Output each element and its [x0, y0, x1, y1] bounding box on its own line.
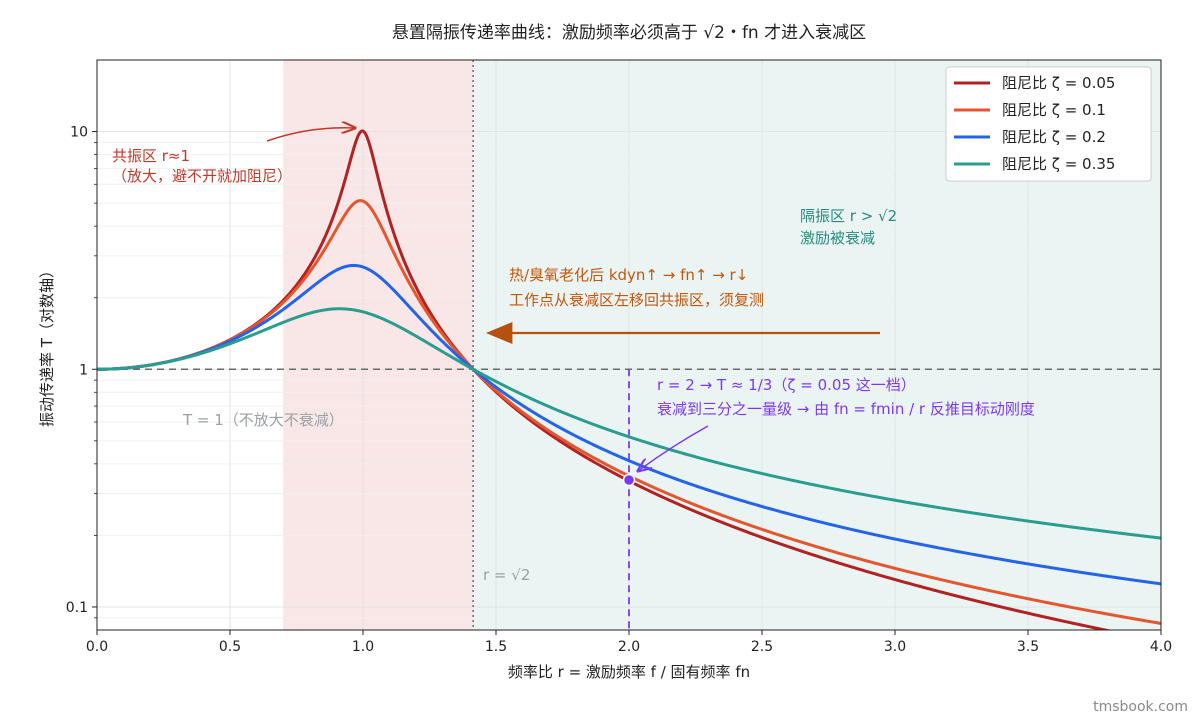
isolation-label-line1: 隔振区 r > √2 [800, 207, 897, 225]
y-tick-label: 1 [79, 362, 88, 378]
x-tick-label: 0.5 [219, 639, 241, 655]
resonance-arrow [266, 128, 355, 142]
x-axis-label: 频率比 r = 激励频率 f / 固有频率 fn [508, 663, 750, 681]
series-layer [97, 129, 1161, 630]
legend-box [945, 66, 1152, 182]
aging-label-line1: 热/臭氧老化后 kdyn↑ → fn↑ → r↓ [509, 266, 748, 284]
point-annotation: r = 2 → T ≈ 1/3（ζ = 0.05 这一档） 衰减到三分之一量级 … [638, 376, 1035, 471]
resonance-label-line1: 共振区 r≈1 [112, 147, 190, 165]
highlight-point [622, 473, 636, 487]
series-line-4 [97, 307, 1161, 540]
watermark: tmsbook.com [1093, 699, 1188, 715]
y-axis-label: 振动传递率 T（对数轴） [38, 263, 56, 427]
x-tick-label: 2.0 [618, 639, 640, 655]
resonance-annotation: 共振区 r≈1 （放大，避不开就加阻尼） [112, 128, 355, 185]
isolation-annotation: 隔振区 r > √2 激励被衰减 [800, 207, 897, 247]
resonance-label-line2: （放大，避不开就加阻尼） [112, 167, 292, 185]
legend-label: 阻尼比 ζ = 0.35 [1002, 155, 1115, 173]
y-tick-label: 0.1 [66, 600, 88, 616]
x-tick-label: 3.5 [1017, 639, 1039, 655]
legend-label: 阻尼比 ζ = 0.2 [1002, 128, 1106, 146]
chart-title: 悬置隔振传递率曲线：激励频率必须高于 √2・fn 才进入衰减区 [392, 23, 866, 43]
aging-annotation: 热/臭氧老化后 kdyn↑ → fn↑ → r↓ 工作点从衰减区左移回共振区，须… [486, 266, 880, 344]
y-tick-label: 10 [70, 125, 88, 141]
x-tick-label: 1.5 [485, 639, 507, 655]
ticks: 0.0 0.5 1.0 1.5 2.0 2.5 3.0 3.5 4.0 0.1 1 10 [66, 125, 1172, 655]
x-tick-label: 1.0 [352, 639, 374, 655]
series-line-3 [97, 263, 1161, 586]
x-tick-label: 4.0 [1150, 639, 1172, 655]
point-label-line1: r = 2 → T ≈ 1/3（ζ = 0.05 这一档） [657, 376, 916, 394]
aging-label-line2: 工作点从衰减区左移回共振区，须复测 [509, 291, 764, 309]
point-label-line2: 衰减到三分之一量级 → 由 fn = fmin / r 反推目标动刚度 [657, 400, 1035, 418]
x-tick-label: 2.5 [751, 639, 773, 655]
x-tick-label: 0.0 [86, 639, 108, 655]
legend-label: 阻尼比 ζ = 0.1 [1002, 101, 1106, 119]
point-arrow [638, 425, 709, 471]
legend-label: 阻尼比 ζ = 0.05 [1002, 74, 1115, 92]
isolation-label-line2: 激励被衰减 [800, 229, 875, 247]
sqrt2-label: r = √2 [483, 566, 530, 584]
unity-label: T = 1（不放大不衰减） [182, 411, 344, 429]
x-tick-label: 3.0 [884, 639, 906, 655]
legend: 阻尼比 ζ = 0.05 阻尼比 ζ = 0.1 阻尼比 ζ = 0.2 阻尼比 ζ … [945, 66, 1152, 182]
reference-lines [97, 60, 1161, 630]
